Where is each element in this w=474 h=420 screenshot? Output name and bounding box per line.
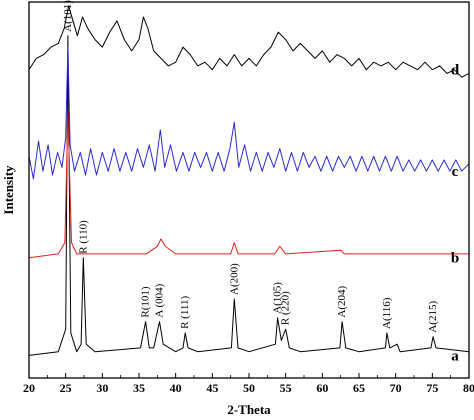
series-letter-d: d	[451, 63, 460, 79]
series-line-d	[28, 5, 470, 78]
peak-label: A(200)	[228, 263, 240, 295]
peak-label: R (110)	[77, 220, 89, 254]
y-axis-title: Intensity	[1, 165, 16, 215]
peak-annotations: A(101) R (110) R(101) A (004) R (111) A(200) A…	[62, 0, 439, 333]
x-tick-label: 55	[280, 381, 292, 395]
peak-label: R (111)	[179, 295, 191, 328]
x-tick-label: 50	[243, 381, 255, 395]
peak-label: A(215)	[427, 301, 439, 333]
x-tick-label: 75	[426, 381, 438, 395]
peak-label: A (004)	[154, 283, 166, 317]
x-tick-label: 40	[170, 381, 182, 395]
x-tick-label: 65	[353, 381, 365, 395]
series-letters: a b c d	[451, 63, 460, 365]
series-letter-b: b	[451, 251, 459, 267]
peak-label: A(204)	[336, 285, 348, 317]
x-tick-label: 45	[206, 381, 218, 395]
series-line-a	[28, 35, 470, 356]
x-tick-label: 60	[316, 381, 328, 395]
peak-label: A(116)	[381, 297, 393, 329]
peak-label: A(101)	[62, 0, 74, 32]
series-line-b	[28, 110, 469, 259]
series-letter-a: a	[451, 348, 459, 364]
x-axis-title: 2-Theta	[227, 402, 271, 417]
peak-label: A(105)	[272, 282, 284, 314]
x-axis-ticks: 20 25 30 35 40 45 50 55 60 65 70 75 80	[23, 373, 474, 395]
peak-label: R (220)	[280, 291, 292, 325]
x-tick-label: 25	[60, 381, 72, 395]
x-tick-label: 35	[133, 381, 145, 395]
series-line-c	[28, 46, 470, 180]
x-tick-label: 80	[463, 381, 474, 395]
x-tick-label: 70	[390, 381, 402, 395]
x-tick-label: 20	[23, 381, 35, 395]
peak-label: R(101)	[140, 286, 152, 318]
series-layer	[28, 5, 470, 356]
series-letter-c: c	[452, 164, 459, 180]
x-tick-label: 30	[96, 381, 108, 395]
